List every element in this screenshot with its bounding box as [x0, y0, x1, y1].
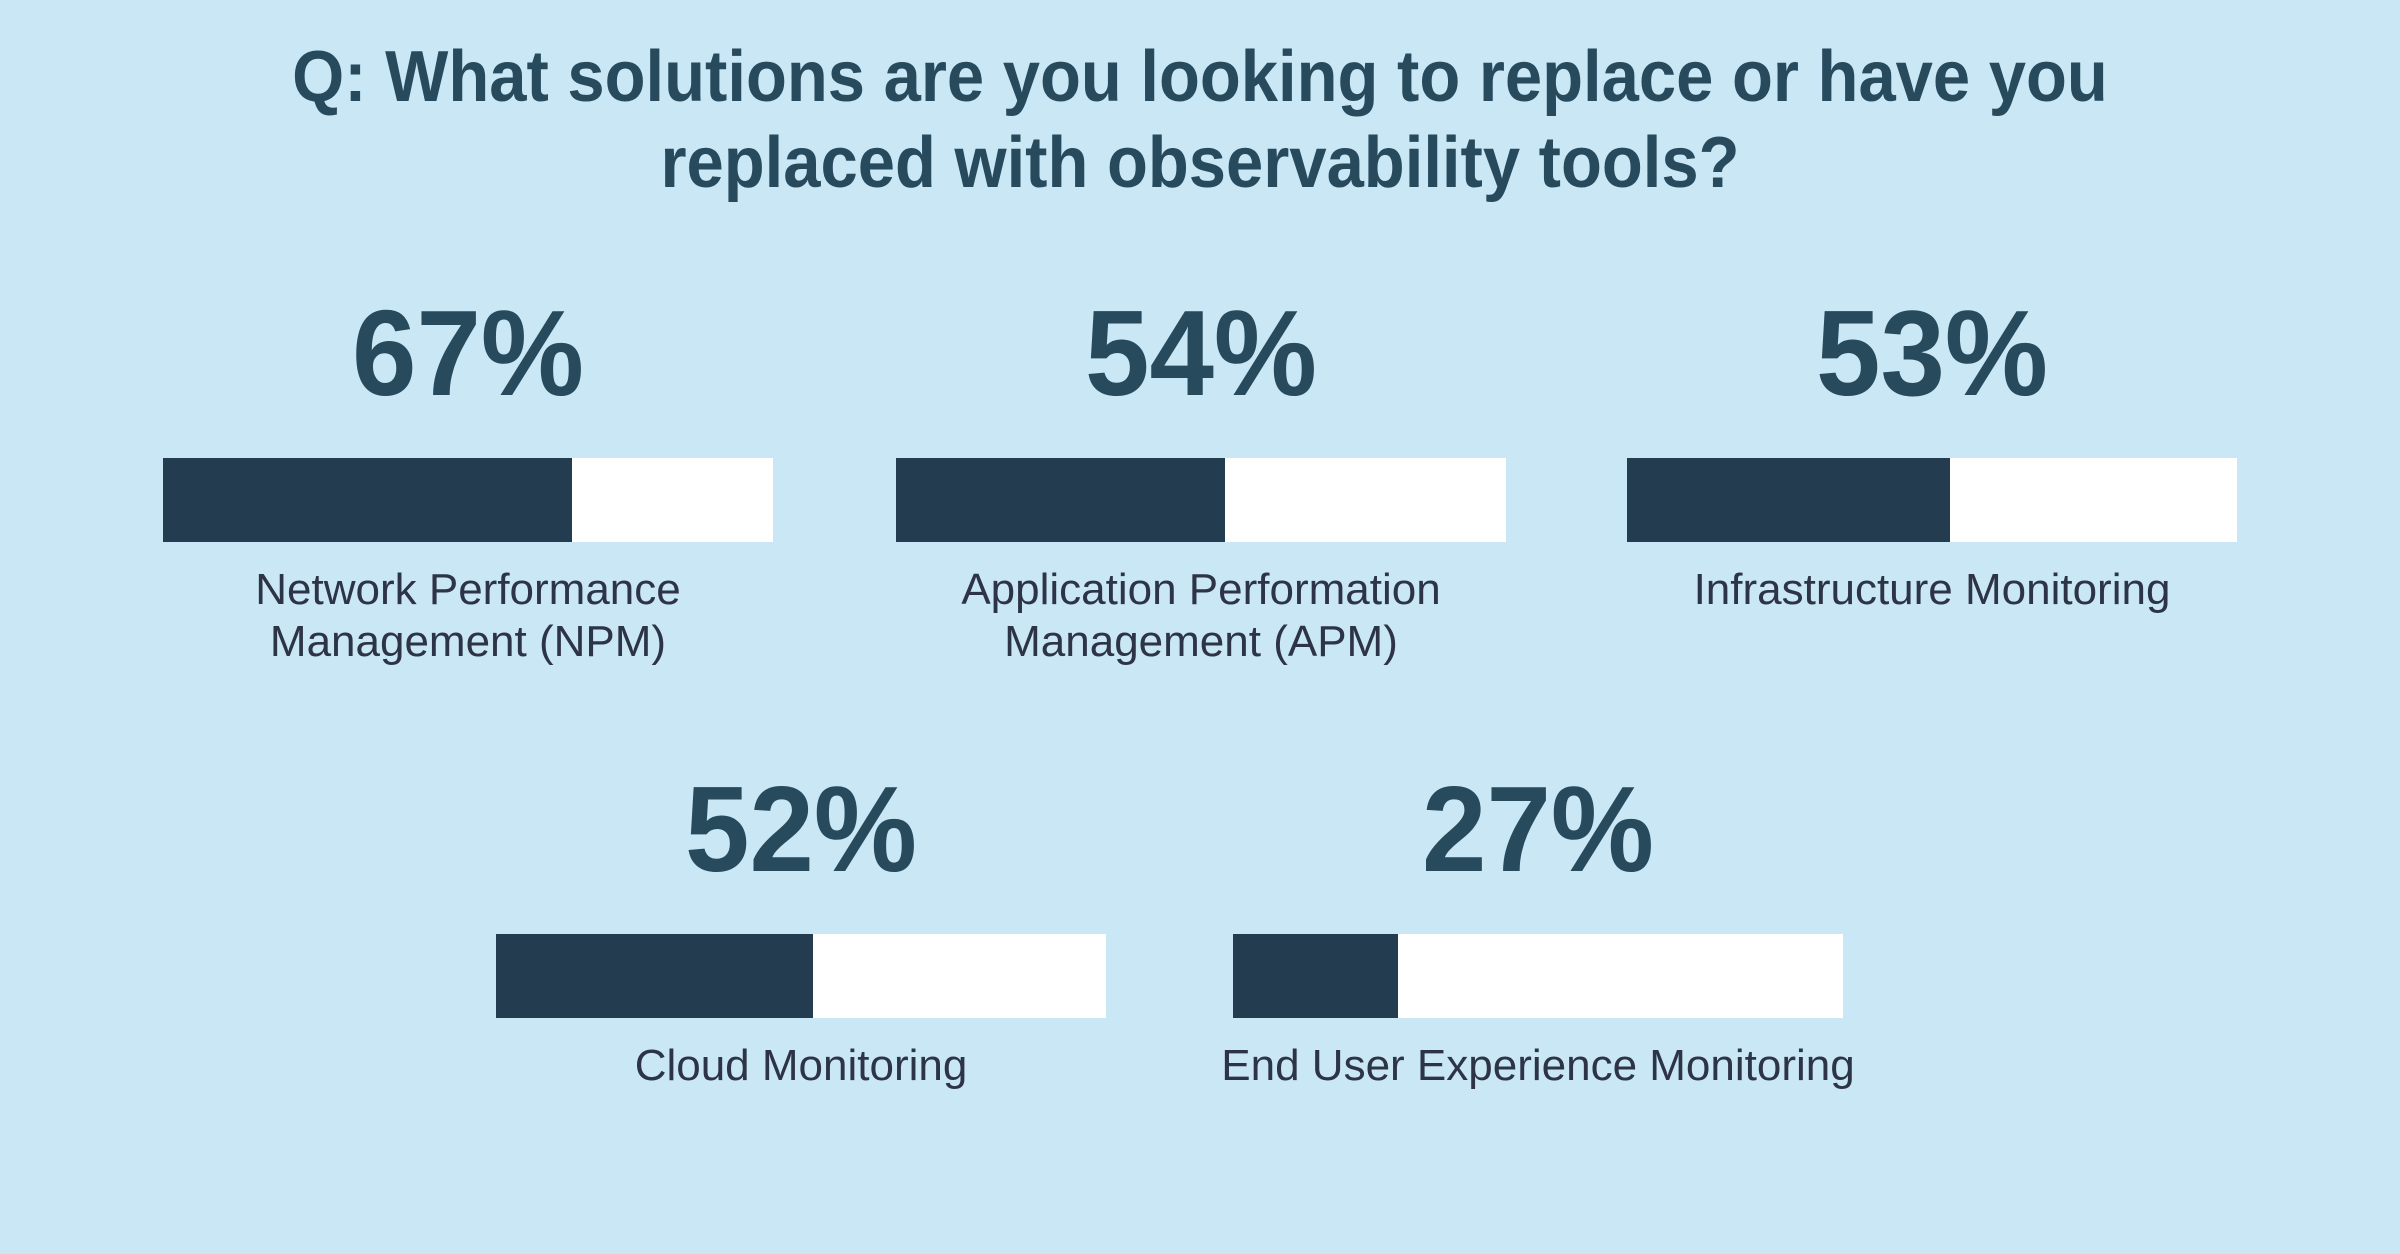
bar-track-cloud [496, 934, 1106, 1018]
percent-value-end-user: 27% [1422, 761, 1654, 897]
bar-fill-end-user [1233, 934, 1398, 1018]
category-label-infrastructure: Infrastructure Monitoring [1693, 565, 2171, 614]
chart-title-line2: replaced with observability tools? [660, 123, 1740, 204]
chart-title-line1: Q: What solutions are you looking to rep… [292, 37, 2108, 117]
stat-group-end-user: 27% End User Experience Monitoring [1158, 768, 1918, 1092]
bar-track-npm [163, 458, 773, 542]
bar-fill-apm [896, 458, 1226, 542]
bar-fill-cloud [496, 934, 814, 1018]
stat-group-apm: 54% Application Performation Management … [821, 292, 1581, 668]
bar-track-apm [896, 458, 1506, 542]
percent-value-npm: 67% [352, 285, 584, 421]
stat-group-infrastructure: 53% Infrastructure Monitoring [1552, 292, 2312, 616]
category-label-cloud: Cloud Monitoring [634, 1041, 968, 1090]
bar-track-end-user [1233, 934, 1843, 1018]
category-label-npm: Network Performance Management (NPM) [255, 565, 681, 666]
percent-value-apm: 54% [1085, 285, 1317, 421]
category-label-end-user: End User Experience Monitoring [1221, 1041, 1855, 1090]
percent-value-infrastructure: 53% [1816, 285, 2048, 421]
percent-value-cloud: 52% [685, 761, 917, 897]
category-label-apm: Application Performation Management (APM… [961, 565, 1441, 666]
bar-fill-infrastructure [1627, 458, 1951, 542]
stat-group-npm: 67% Network Performance Management (NPM) [88, 292, 848, 668]
chart-title: Q: What solutions are you looking to rep… [84, 34, 2316, 207]
bar-track-infrastructure [1627, 458, 2237, 542]
stat-group-cloud: 52% Cloud Monitoring [421, 768, 1181, 1092]
bar-fill-npm [163, 458, 572, 542]
